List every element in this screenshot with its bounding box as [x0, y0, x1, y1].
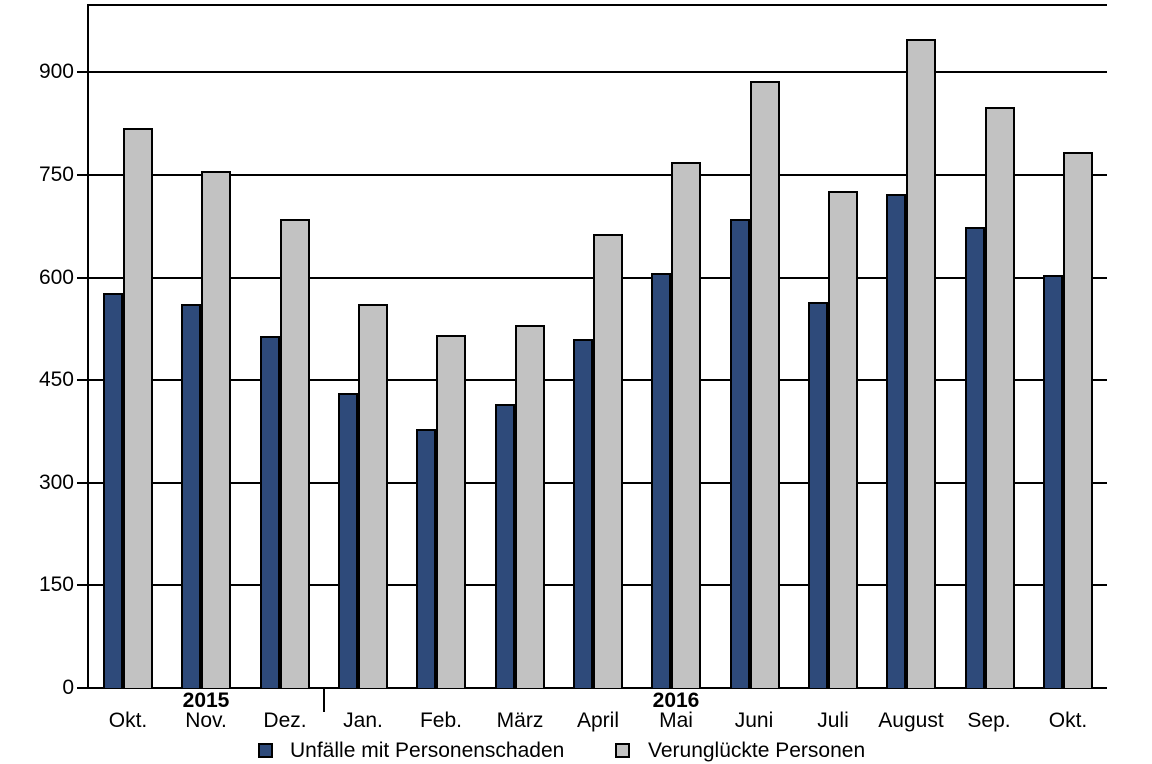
- bar-series0-0-Okt: [103, 293, 123, 688]
- bar-series0-6-April: [573, 339, 593, 688]
- y-tick-label-900: 900: [38, 60, 74, 84]
- x-tick-label-12: Okt.: [1048, 709, 1088, 732]
- legend-swatch-verungglueckte: [615, 743, 630, 758]
- bar-series0-10-August: [886, 194, 906, 688]
- bar-series0-9-Juli: [808, 302, 828, 688]
- bar-series1-6-April: [593, 234, 623, 688]
- bar-series0-3-Jan: [338, 393, 358, 688]
- y-tick-600: [77, 276, 89, 279]
- x-tick-label-10: August: [878, 709, 944, 732]
- bar-series0-12-Okt: [1043, 275, 1063, 688]
- bar-series1-5-Mrz: [515, 325, 545, 688]
- y-tick-label-750: 750: [38, 163, 74, 186]
- y-tick-750: [77, 174, 89, 176]
- x-axis-line: [87, 687, 1107, 689]
- bar-series1-0-Okt: [123, 128, 153, 688]
- y-tick-label-450: 450: [38, 368, 74, 392]
- bar-series0-8-Juni: [730, 219, 750, 688]
- year-label-2015: 2015: [182, 689, 230, 712]
- y-tick-0: [77, 687, 89, 689]
- bar-series0-2-Dez: [260, 336, 280, 688]
- x-tick-label-3: Jan.: [343, 709, 383, 732]
- bar-series0-1-Nov: [181, 304, 201, 688]
- y-tick-label-300: 300: [38, 470, 74, 494]
- x-tick-label-2: Dez.: [263, 709, 307, 732]
- x-tick-label-1: Nov.: [185, 709, 227, 732]
- year-label-2016: 2016: [652, 689, 700, 712]
- x-tick-label-8: Juni: [734, 709, 774, 732]
- legend-label-verunglueckte: Verunglückte Personen: [648, 739, 866, 762]
- x-tick-label-6: April: [576, 709, 619, 732]
- x-tick-label-4: Feb.: [419, 709, 463, 732]
- y-tick-300: [77, 481, 89, 484]
- year-separator-tick: [323, 688, 325, 712]
- bar-series1-9-Juli: [828, 191, 858, 688]
- bar-series1-3-Jan: [358, 304, 388, 688]
- legend-swatch-unfaelle: [258, 743, 273, 758]
- chart-top-border: [87, 4, 1107, 6]
- y-tick-900: [77, 71, 89, 74]
- bar-series0-5-Mrz: [495, 404, 515, 688]
- y-tick-label-0: 0: [62, 676, 74, 699]
- gridline-750: [89, 174, 1107, 176]
- y-tick-450: [77, 379, 89, 382]
- bar-series0-11-Sep: [965, 227, 985, 688]
- x-tick-label-0: Okt.: [108, 709, 148, 732]
- legend-label-unfaelle: Unfälle mit Personenschaden: [290, 739, 565, 762]
- bar-series1-7-Mai: [671, 162, 701, 688]
- bar-series1-1-Nov: [201, 171, 231, 688]
- x-tick-label-5: März: [496, 709, 544, 732]
- bar-series0-4-Feb: [416, 429, 436, 688]
- x-tick-label-9: Juli: [817, 709, 849, 732]
- bar-series1-2-Dez: [280, 219, 310, 688]
- y-tick-150: [77, 584, 89, 587]
- bar-series0-7-Mai: [651, 273, 671, 688]
- bar-series1-10-August: [906, 39, 936, 688]
- y-axis-line: [87, 4, 89, 689]
- bar-series1-4-Feb: [436, 335, 466, 688]
- x-tick-label-11: Sep.: [967, 709, 1011, 732]
- bar-series1-11-Sep: [985, 107, 1015, 688]
- y-tick-label-600: 600: [38, 265, 74, 289]
- plot-area: [89, 4, 1107, 688]
- bar-series1-8-Juni: [750, 81, 780, 688]
- gridline-900: [89, 71, 1107, 74]
- bar-series1-12-Okt: [1063, 152, 1093, 688]
- y-tick-label-150: 150: [38, 573, 74, 597]
- x-tick-label-7: Mai: [659, 709, 693, 732]
